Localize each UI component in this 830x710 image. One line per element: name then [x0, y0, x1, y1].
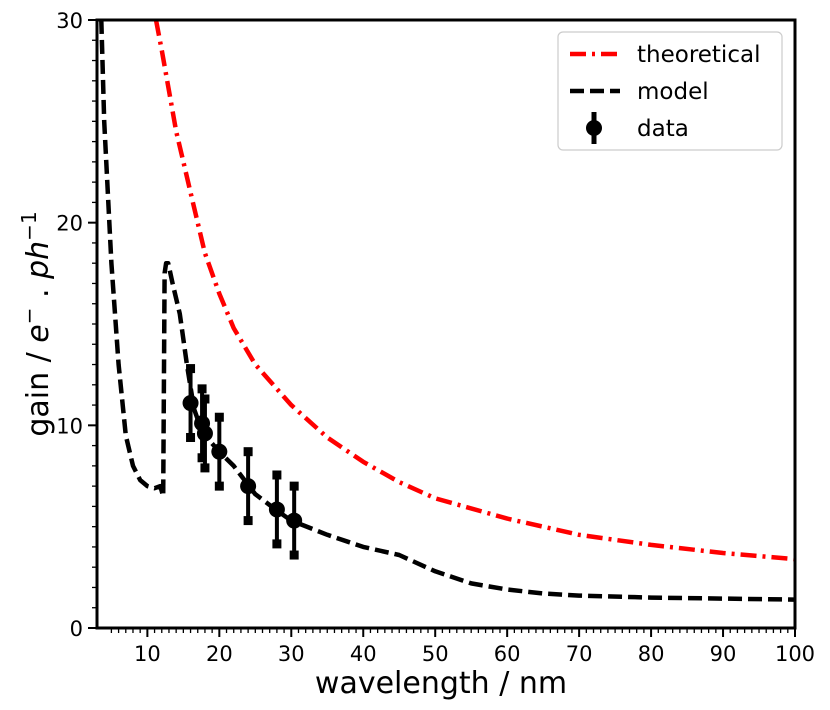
- data-point: [196, 425, 213, 442]
- x-tick-label: 30: [278, 642, 305, 666]
- x-tick-label: 90: [710, 642, 737, 666]
- data-point: [286, 512, 303, 529]
- x-tick-label: 100: [775, 642, 815, 666]
- x-tick-label: 50: [422, 642, 449, 666]
- error-cap: [200, 463, 210, 473]
- error-cap: [243, 447, 253, 457]
- legend: theoretical model data: [557, 31, 783, 151]
- x-axis-label: wavelength / nm: [315, 666, 567, 701]
- error-cap: [214, 412, 224, 422]
- error-cap: [289, 550, 299, 560]
- x-tick-label: 60: [494, 642, 521, 666]
- data-point: [240, 478, 257, 495]
- legend-swatch-data: [586, 120, 602, 136]
- y-tick-label: 10: [56, 414, 83, 438]
- x-tick-label: 40: [350, 642, 377, 666]
- error-cap: [197, 453, 207, 463]
- error-cap: [186, 364, 196, 374]
- x-tick-label: 70: [566, 642, 593, 666]
- error-cap: [272, 539, 282, 549]
- legend-box: [557, 31, 783, 151]
- error-cap: [272, 470, 282, 480]
- x-tick-label: 10: [134, 642, 161, 666]
- data-point: [211, 443, 228, 460]
- y-tick-label: 0: [70, 617, 83, 641]
- legend-label-data: data: [637, 116, 689, 142]
- error-cap: [214, 481, 224, 491]
- x-tick-label: 20: [206, 642, 233, 666]
- legend-label-theoretical: theoretical: [637, 42, 760, 68]
- y-tick-label: 30: [56, 9, 83, 33]
- error-cap: [186, 432, 196, 442]
- data-point: [268, 501, 285, 518]
- error-cap: [200, 394, 210, 404]
- series-line-theoretical: [153, 20, 795, 562]
- error-cap: [197, 384, 207, 394]
- legend-label-model: model: [637, 79, 709, 105]
- error-cap: [243, 516, 253, 526]
- y-axis-label: gain / e− . ph−1: [17, 211, 56, 436]
- data-point: [182, 395, 199, 412]
- error-cap: [289, 481, 299, 491]
- x-tick-label: 80: [638, 642, 665, 666]
- y-tick-label: 20: [56, 212, 83, 236]
